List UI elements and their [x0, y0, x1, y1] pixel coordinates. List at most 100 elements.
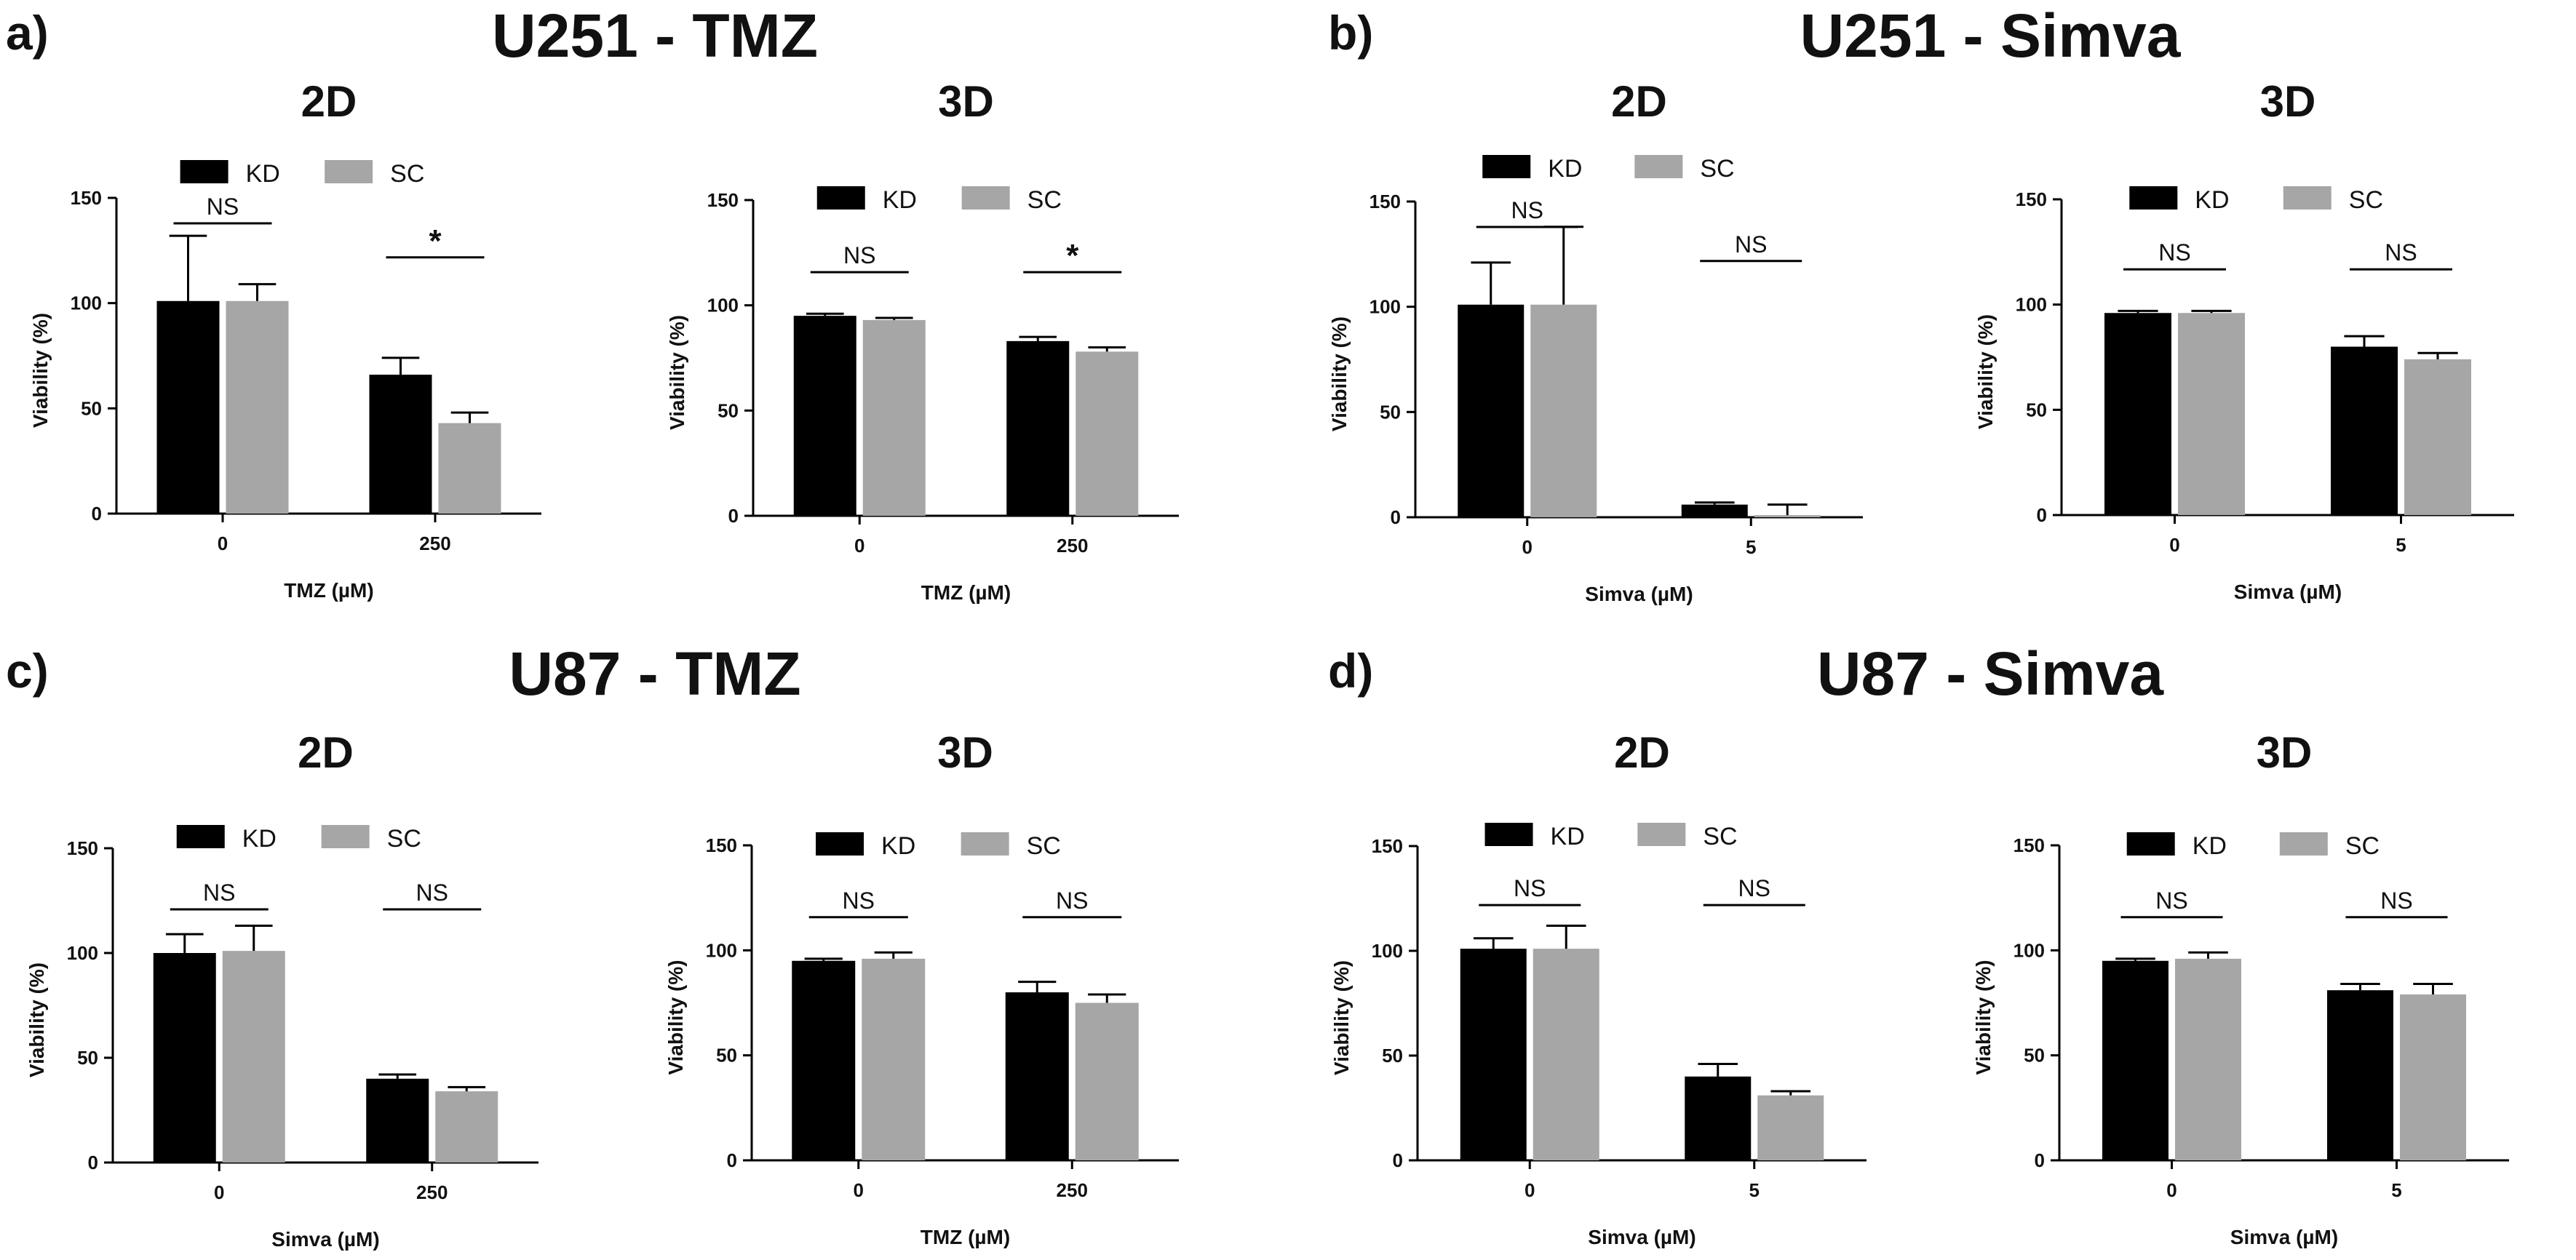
bar-sc	[222, 951, 285, 1163]
panel-letter-d: d)	[1328, 644, 1373, 698]
significance-label: *	[1066, 238, 1079, 274]
chart-subtitle: 2D	[1614, 728, 1670, 777]
chart-7: 2D 0 50 100 150 Viability (%) Simva (µM) 0 NS 5 NS…	[1330, 728, 1867, 1248]
y-tick-label: 150	[2014, 834, 2045, 856]
bar-kd	[2327, 990, 2393, 1160]
bar-sc	[1530, 304, 1597, 517]
legend-label-kd: KD	[881, 832, 915, 860]
legend-swatch-kd	[816, 832, 864, 856]
y-axis-title: Viability (%)	[1974, 314, 1997, 429]
panel-title-d: U87 - Simva	[1817, 639, 2165, 708]
y-axis-title: Viability (%)	[1330, 960, 1353, 1075]
bar-kd	[1006, 340, 1070, 516]
x-tick-label: 0	[1522, 536, 1533, 558]
bar-sc	[2404, 359, 2471, 515]
panel-title-a: U251 - TMZ	[492, 1, 818, 70]
x-tick-label: 0	[2169, 534, 2179, 556]
x-tick-label: 5	[2391, 1179, 2401, 1201]
bar-kd	[2104, 313, 2171, 515]
x-axis-title: TMZ (µM)	[921, 581, 1011, 604]
legend-swatch-sc	[2279, 832, 2328, 856]
legend-label-kd: KD	[2193, 832, 2227, 860]
x-tick-label: 5	[1749, 1179, 1760, 1201]
legend-label-sc: SC	[387, 825, 421, 853]
bar-kd	[2331, 346, 2398, 515]
legend-label-sc: SC	[390, 160, 424, 188]
chart-1: 2D 0 50 100 150 Viability (%) TMZ (µM) 0 NS 250 * K…	[29, 77, 541, 602]
chart-subtitle: 2D	[1611, 77, 1667, 126]
y-tick-label: 0	[88, 1152, 98, 1173]
legend-swatch-kd	[2129, 186, 2178, 210]
bar-kd	[1685, 1076, 1752, 1160]
legend-label-sc: SC	[1027, 186, 1062, 214]
y-tick-label: 50	[1380, 401, 1401, 423]
significance-label: NS	[2385, 239, 2417, 266]
legend-swatch-sc	[321, 825, 370, 848]
legend-label-kd: KD	[883, 186, 917, 214]
legend-label-kd: KD	[246, 160, 280, 188]
x-axis-title: TMZ (µM)	[921, 1226, 1010, 1248]
bar-sc	[1076, 351, 1139, 516]
y-axis-title: Viability (%)	[666, 315, 688, 430]
legend-swatch-kd	[180, 160, 228, 183]
chart-subtitle: 2D	[301, 77, 357, 126]
bar-sc	[1533, 949, 1599, 1160]
x-tick-label: 0	[2166, 1179, 2177, 1201]
legend-swatch-sc	[2283, 186, 2331, 210]
legend-label-sc: SC	[2349, 186, 2383, 214]
y-tick-label: 150	[67, 837, 98, 859]
y-tick-label: 50	[81, 397, 102, 419]
legend-swatch-sc	[1637, 823, 1686, 846]
y-tick-label: 0	[2035, 1149, 2045, 1171]
bar-sc	[2175, 958, 2241, 1160]
x-axis-title: Simva (µM)	[2230, 1226, 2338, 1248]
legend-swatch-sc	[961, 832, 1009, 856]
bar-kd	[1458, 304, 1524, 517]
significance-label: NS	[1511, 197, 1543, 223]
bar-sc	[435, 1091, 498, 1163]
legend-swatch-kd	[176, 825, 225, 848]
x-tick-label: 5	[1746, 536, 1756, 558]
y-tick-label: 100	[706, 939, 737, 961]
panel-letter-c: c)	[6, 644, 49, 698]
legend-swatch-sc	[1634, 155, 1683, 178]
legend-label-kd: KD	[1548, 155, 1582, 183]
chart-6: 3D 0 50 100 150 Viability (%) TMZ (µM) 0 NS 250 NS…	[664, 728, 1179, 1248]
legend-swatch-sc	[325, 160, 373, 183]
x-tick-label: 0	[218, 533, 228, 554]
significance-label: NS	[2380, 888, 2412, 914]
x-tick-label: 250	[416, 1181, 448, 1203]
significance-label: NS	[1738, 875, 1770, 901]
bar-sc	[438, 423, 501, 514]
panel-title-b: U251 - Simva	[1800, 1, 2182, 70]
y-tick-label: 0	[92, 503, 102, 525]
x-axis-title: Simva (µM)	[1588, 1226, 1696, 1248]
x-axis-title: TMZ (µM)	[284, 579, 373, 602]
x-axis-title: Simva (µM)	[1585, 583, 1693, 605]
significance-label: NS	[1056, 888, 1088, 914]
legend-label-kd: KD	[242, 825, 277, 853]
bar-kd	[1681, 504, 1748, 517]
y-tick-label: 150	[71, 187, 102, 209]
y-tick-label: 150	[707, 189, 739, 211]
x-tick-label: 0	[854, 1179, 864, 1201]
y-tick-label: 50	[716, 1045, 737, 1066]
significance-label: NS	[2158, 239, 2190, 266]
bar-kd	[1460, 949, 1527, 1160]
y-tick-label: 150	[706, 834, 737, 856]
bar-sc	[1075, 1002, 1139, 1160]
panel-letter-b: b)	[1328, 6, 1373, 60]
legend-swatch-kd	[1482, 155, 1531, 178]
y-tick-label: 50	[2024, 1045, 2045, 1066]
y-tick-label: 0	[727, 1149, 737, 1171]
x-axis-title: Simva (µM)	[271, 1228, 379, 1251]
y-tick-label: 0	[728, 505, 739, 527]
y-tick-label: 100	[1370, 296, 1401, 318]
bar-sc	[2178, 313, 2245, 515]
bar-sc	[1754, 515, 1821, 517]
y-tick-label: 100	[2014, 939, 2045, 961]
panel-title-c: U87 - TMZ	[509, 639, 800, 708]
x-tick-label: 0	[854, 535, 864, 557]
